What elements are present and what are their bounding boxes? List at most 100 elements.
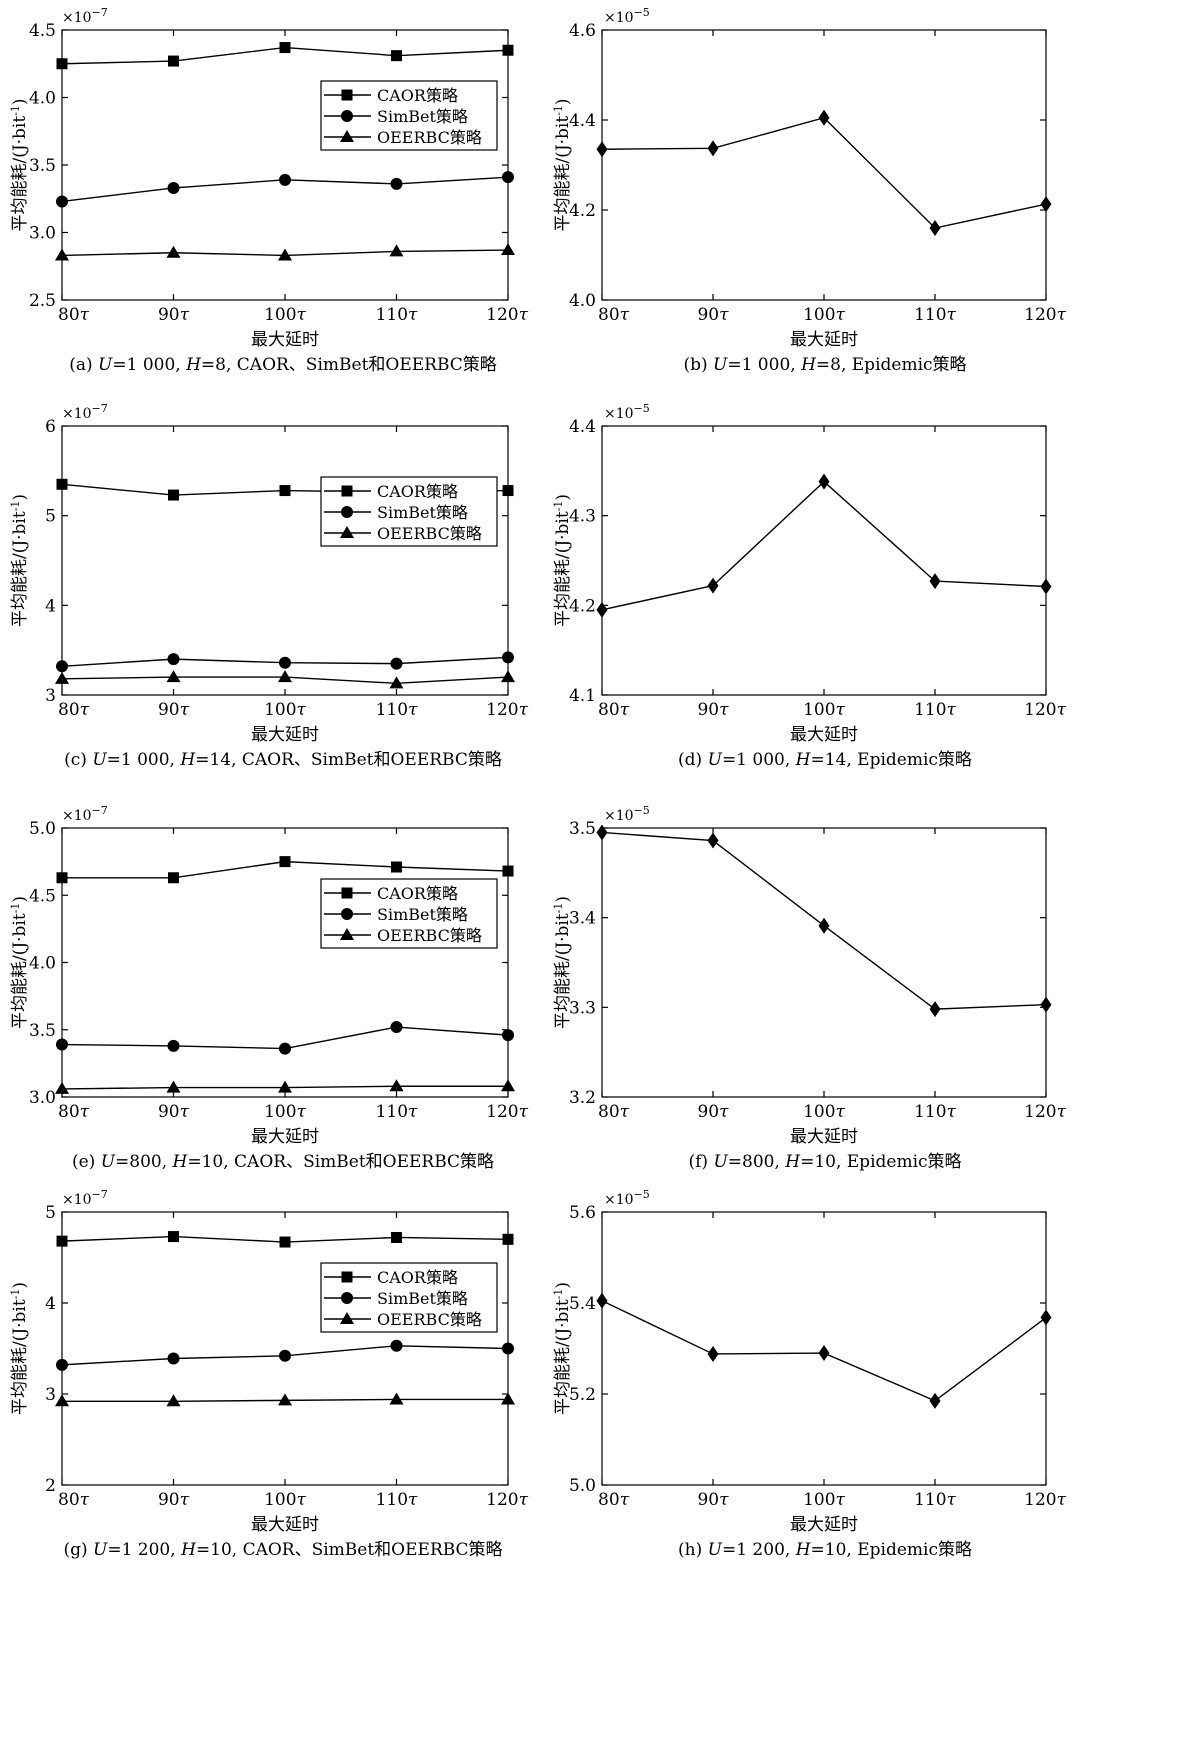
multiplier-base: ×10 (604, 406, 634, 422)
caption-label: (e) (72, 1152, 101, 1172)
legend: CAOR策略 SimBet策略 OEERBC策略 (320, 878, 498, 949)
x-tick-value: 100 (264, 305, 296, 325)
axis-multiplier: ×10−5 (604, 6, 650, 26)
y-tick-label: 5.4 (569, 1294, 596, 1314)
y-tick-label: 5.0 (569, 1476, 596, 1496)
multiplier-base: ×10 (62, 406, 92, 422)
y-tick-label: 4 (45, 596, 56, 616)
data-point-square (391, 1231, 402, 1243)
x-tick-value: 90 (158, 1102, 180, 1122)
x-tick-label: 110τ (376, 700, 418, 720)
x-tick-label: 100τ (803, 305, 845, 325)
multiplier-base: ×10 (604, 10, 634, 26)
legend-marker-square (341, 89, 353, 101)
data-point-triangle (55, 1394, 69, 1407)
caption-label: (c) (64, 750, 92, 770)
x-tick-unit: τ (180, 1102, 190, 1122)
data-point-circle (390, 657, 403, 670)
x-tick-value: 90 (158, 305, 180, 325)
y-tick-label: 5 (45, 1203, 56, 1223)
data-point-triangle (278, 248, 292, 261)
legend-marker-square (341, 1271, 353, 1283)
y-axis-label-text: 平均能耗/(J·bit (10, 913, 30, 1029)
data-point-circle (167, 1352, 180, 1365)
axis-multiplier: ×10−5 (604, 1188, 650, 1208)
caption-part: =10, CAOR、SimBet和OEERBC策略 (196, 1540, 503, 1560)
caption-var-u: U (92, 750, 107, 770)
x-tick-label: 110τ (376, 305, 418, 325)
x-tick-label: 90τ (697, 1102, 729, 1122)
y-axis-label-close: ) (10, 494, 30, 501)
y-axis-label-close: ) (10, 98, 30, 105)
data-point-triangle (501, 1079, 515, 1092)
data-point-circle (56, 195, 68, 208)
legend-label: OEERBC策略 (377, 1310, 482, 1329)
data-point-triangle (166, 1394, 181, 1407)
y-tick-label: 3.5 (569, 819, 596, 839)
y-tick-label: 4.1 (569, 686, 596, 706)
axis-multiplier: ×10−7 (62, 402, 108, 422)
x-tick-label: 110τ (914, 1490, 956, 1510)
multiplier-base: ×10 (62, 808, 92, 824)
series-epidemic (596, 109, 1052, 236)
series-triangle (55, 1392, 515, 1407)
x-tick-value: 100 (264, 1490, 296, 1510)
data-point-square (168, 872, 179, 884)
x-tick-value: 100 (803, 1102, 835, 1122)
x-tick-unit: τ (947, 305, 957, 325)
series-square (56, 856, 514, 884)
y-tick-label: 2.5 (29, 291, 56, 311)
x-tick-label: 120τ (486, 1102, 528, 1122)
x-axis-label: 最大延时 (790, 725, 858, 745)
x-tick-unit: τ (620, 1102, 630, 1122)
y-tick-label: 3 (45, 1385, 56, 1405)
data-point-triangle (278, 1393, 292, 1406)
caption-part: =800, (728, 1152, 786, 1172)
multiplier-exponent: −7 (92, 402, 108, 415)
caption-var-u: U (98, 355, 113, 375)
data-point-diamond (707, 577, 719, 594)
data-point-diamond (596, 824, 608, 841)
x-tick-label: 100τ (264, 700, 306, 720)
y-axis-label-close: ) (553, 1282, 573, 1289)
series-triangle (55, 670, 515, 689)
data-point-circle (56, 1038, 68, 1051)
x-tick-label: 120τ (486, 700, 528, 720)
x-tick-value: 120 (486, 305, 518, 325)
y-tick-label: 4.6 (569, 21, 596, 41)
legend-label: CAOR策略 (377, 482, 458, 501)
legend-label: OEERBC策略 (377, 926, 482, 945)
x-tick-unit: τ (80, 1490, 90, 1510)
x-tick-value: 110 (376, 1490, 408, 1510)
caption-part: =14, Epidemic策略 (811, 750, 972, 770)
legend-marker-square (341, 485, 353, 497)
legend: CAOR策略 SimBet策略 OEERBC策略 (320, 1262, 498, 1333)
x-tick-unit: τ (80, 305, 90, 325)
series-epidemic (596, 473, 1052, 618)
data-point-diamond (1040, 1309, 1052, 1326)
x-tick-value: 90 (697, 1102, 719, 1122)
caption-part: =14, CAOR、SimBet和OEERBC策略 (195, 750, 502, 770)
x-tick-unit: τ (620, 1490, 630, 1510)
data-point-square (279, 485, 291, 497)
data-point-circle (502, 1342, 514, 1355)
legend-marker-circle (341, 908, 353, 920)
multiplier-exponent: −5 (634, 1188, 650, 1201)
y-tick-label: 3.5 (29, 1021, 56, 1041)
data-point-square (56, 58, 68, 70)
caption-var-u: U (93, 1540, 108, 1560)
data-point-square (56, 478, 68, 490)
x-tick-unit: τ (80, 700, 90, 720)
y-axis-label-close: ) (10, 1282, 30, 1289)
caption-part: =10, CAOR、SimBet和OEERBC策略 (187, 1152, 494, 1172)
caption-label: (b) (683, 355, 713, 375)
caption-part: =1 000, (112, 355, 186, 375)
y-tick-label: 3.0 (29, 224, 56, 244)
x-tick-value: 120 (1024, 700, 1056, 720)
x-tick-unit: τ (519, 305, 529, 325)
caption: (f) U=800, H=10, Epidemic策略 (688, 1152, 961, 1172)
x-tick-value: 110 (914, 1490, 946, 1510)
